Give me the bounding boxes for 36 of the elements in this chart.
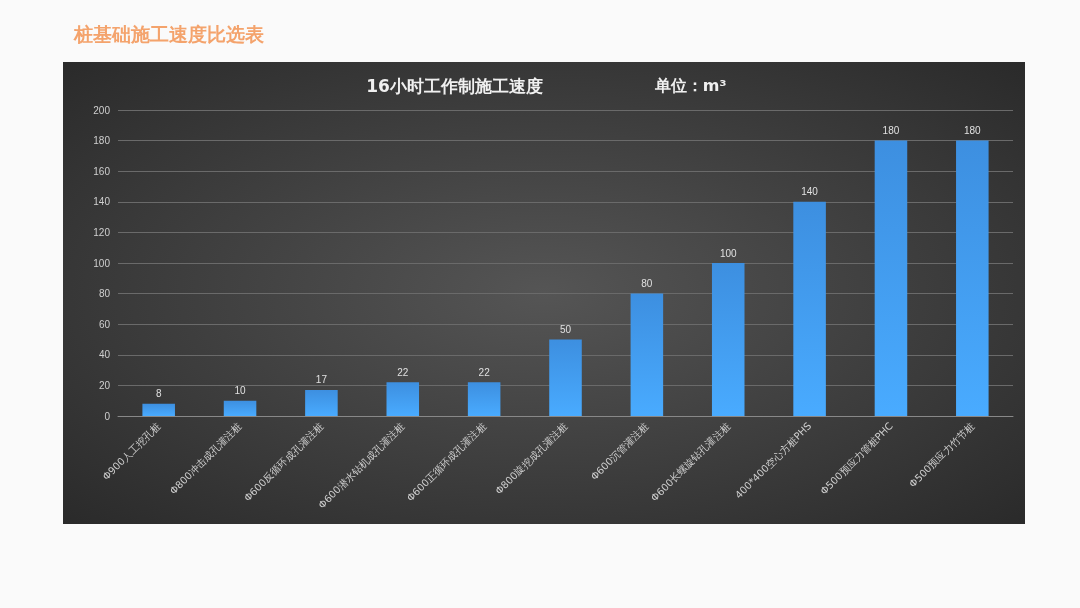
bar <box>630 293 664 416</box>
y-tick-label: 100 <box>93 257 111 269</box>
chart-title: 16小时工作制施工速度 <box>366 75 543 96</box>
text: 桩基础施工速度比选表 <box>74 22 264 47</box>
y-tick-label: 140 <box>93 196 111 208</box>
data-label: 10 <box>234 385 247 397</box>
data-label: 180 <box>882 125 900 137</box>
chart-subtitle: 单位：m³ <box>653 75 727 95</box>
data-label: 22 <box>478 366 491 378</box>
y-tick-label: 0 <box>104 410 111 422</box>
bar <box>874 140 908 416</box>
data-label: 80 <box>641 278 653 290</box>
bar <box>956 140 989 416</box>
data-label: 180 <box>963 125 982 137</box>
data-label: 22 <box>397 366 409 378</box>
y-tick-label: 200 <box>93 104 111 116</box>
y-tick-label: 80 <box>98 288 111 300</box>
data-label: 50 <box>559 324 572 335</box>
y-tick-label: 120 <box>93 226 111 238</box>
bar <box>305 389 338 416</box>
bar <box>793 201 826 416</box>
y-tick-label: 160 <box>93 165 111 177</box>
bar <box>223 400 257 416</box>
y-tick-label: 20 <box>98 379 111 391</box>
bar <box>467 382 501 416</box>
data-label: 8 <box>155 388 162 400</box>
bar <box>711 263 745 416</box>
bar <box>386 382 420 416</box>
bar <box>549 339 582 416</box>
y-tick-label: 40 <box>98 349 111 361</box>
y-tick-label: 60 <box>98 318 111 330</box>
data-label: 140 <box>801 186 819 198</box>
data-label: 100 <box>719 247 738 259</box>
bar <box>142 403 175 416</box>
data-label: 17 <box>315 374 328 386</box>
y-tick-label: 180 <box>93 135 111 147</box>
